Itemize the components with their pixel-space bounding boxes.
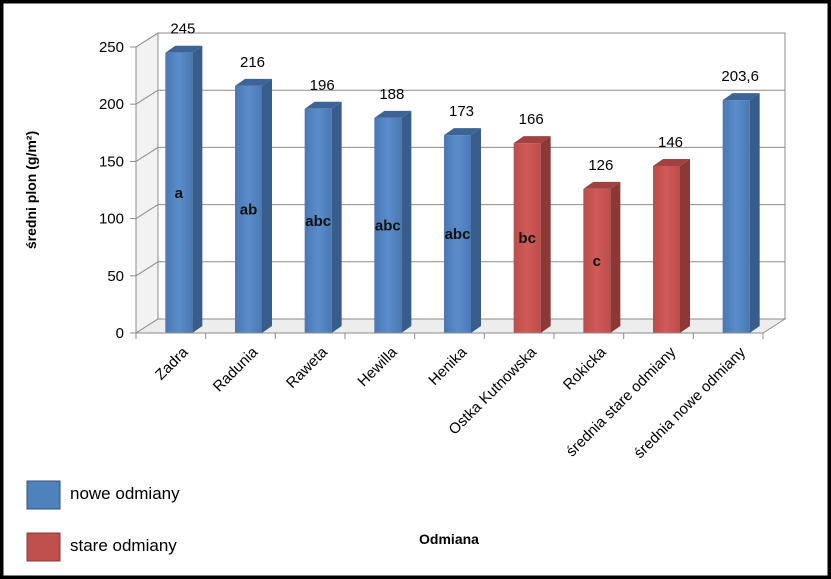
bar-front [235,85,262,334]
data-label: 173 [449,103,474,120]
legend-label: nowe odmiany [70,484,180,503]
bar-front [374,117,402,333]
bar-side [262,78,272,334]
data-label: 126 [588,157,613,174]
gridline-diagonal [135,32,159,48]
bar-top [513,136,551,144]
bar-side [610,181,621,333]
bar [513,136,551,333]
data-label: 166 [519,111,544,128]
bar [235,78,272,334]
side-wall [135,32,159,334]
data-label: 203,6 [721,68,759,85]
legend-swatch [26,480,61,510]
bar-top [165,45,203,53]
y-tick-label: 100 [99,211,124,228]
bar [444,128,481,333]
bar-front [304,108,332,333]
y-axis: 0 50 100 150 200 250 [99,39,137,342]
bar-front [165,52,193,333]
y-tick-label: 0 [116,325,124,342]
y-tick-label: 200 [99,96,124,113]
data-label: 245 [170,21,195,38]
bar-side [540,136,551,333]
data-label: 188 [379,86,404,103]
significance-label: a [175,185,184,202]
gridline-diagonal [135,261,159,277]
bar-front [722,100,750,333]
legend: nowe odmiany stare odmiany [26,480,180,562]
bar-side [680,158,690,333]
bar [374,110,412,333]
bar-front [583,188,611,333]
bar-front [513,143,541,333]
significance-label: abc [305,213,331,230]
significance-label: abc [445,226,471,243]
data-label: 146 [658,134,683,151]
bar-side [749,93,760,333]
bar [722,93,760,333]
bar-top [304,101,342,109]
gridline-diagonal [135,89,159,105]
bar-front [444,135,471,333]
significance-label: c [593,253,601,270]
bar-top [444,128,481,136]
x-axis-title: Odmiana [419,531,479,547]
gridline-diagonal [135,146,159,162]
bar-top [374,110,412,118]
bar-top [583,181,621,189]
significance-label: ab [240,201,258,218]
bar-front [653,165,680,333]
bar [653,158,690,333]
bar-top [722,93,760,101]
data-label: 196 [310,77,335,94]
bar [304,101,342,333]
bar [583,181,621,333]
y-tick-label: 50 [107,268,124,285]
bar-top [653,158,690,166]
significance-label: bc [518,230,536,247]
bar-side [192,45,203,333]
bar-side [331,101,342,333]
gridline-diagonal [135,204,159,220]
legend-label: stare odmiany [70,536,177,555]
bars: 245 a 216 ab 196 abc 188 abc 173 abc 166 bc 126 c 146 2… [165,21,760,334]
y-axis-title: średni plon (g/m²) [23,131,39,249]
y-tick-label: 150 [99,153,124,170]
legend-swatch [26,532,61,562]
bar-top [235,78,272,86]
bar [165,45,203,333]
data-label: 216 [240,54,265,71]
significance-label: abc [375,217,401,234]
y-tick-label: 250 [99,39,124,56]
bar-side [401,110,412,333]
bar-side [471,128,481,333]
